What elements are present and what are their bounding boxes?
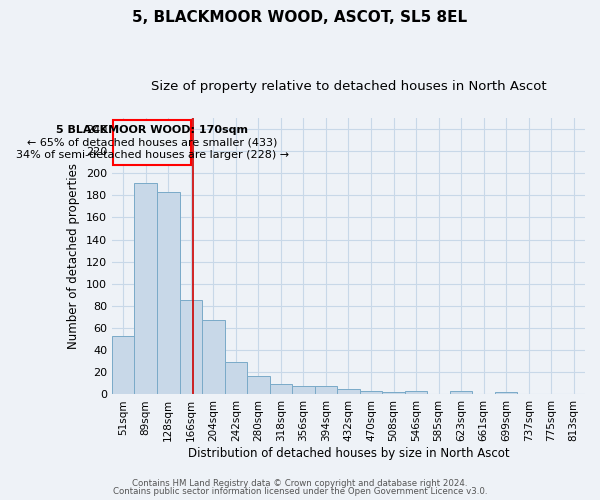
Bar (405, 391, 427, 394)
Text: Contains public sector information licensed under the Open Government Licence v3: Contains public sector information licen… (113, 487, 487, 496)
Bar (202, 320, 224, 394)
Bar (495, 392, 517, 394)
Title: Size of property relative to detached houses in North Ascot: Size of property relative to detached ho… (151, 80, 546, 93)
Bar (337, 389, 360, 394)
Bar (157, 192, 179, 394)
X-axis label: Distribution of detached houses by size in North Ascot: Distribution of detached houses by size … (188, 447, 509, 460)
Bar (112, 336, 134, 394)
Text: ← 65% of detached houses are smaller (433): ← 65% of detached houses are smaller (43… (27, 138, 277, 147)
Bar (382, 392, 405, 394)
Bar (269, 384, 292, 394)
Bar (134, 183, 157, 394)
Bar (179, 300, 202, 394)
Bar (292, 386, 314, 394)
Bar (247, 376, 269, 394)
Bar (314, 386, 337, 394)
Text: 34% of semi-detached houses are larger (228) →: 34% of semi-detached houses are larger (… (16, 150, 289, 160)
Bar (224, 362, 247, 394)
Text: Contains HM Land Registry data © Crown copyright and database right 2024.: Contains HM Land Registry data © Crown c… (132, 478, 468, 488)
Bar (113, 120, 191, 166)
Bar (450, 391, 472, 394)
Text: 5 BLACKMOOR WOOD: 170sqm: 5 BLACKMOOR WOOD: 170sqm (56, 125, 248, 135)
Bar (360, 391, 382, 394)
Text: 5, BLACKMOOR WOOD, ASCOT, SL5 8EL: 5, BLACKMOOR WOOD, ASCOT, SL5 8EL (133, 10, 467, 25)
Y-axis label: Number of detached properties: Number of detached properties (67, 163, 80, 349)
